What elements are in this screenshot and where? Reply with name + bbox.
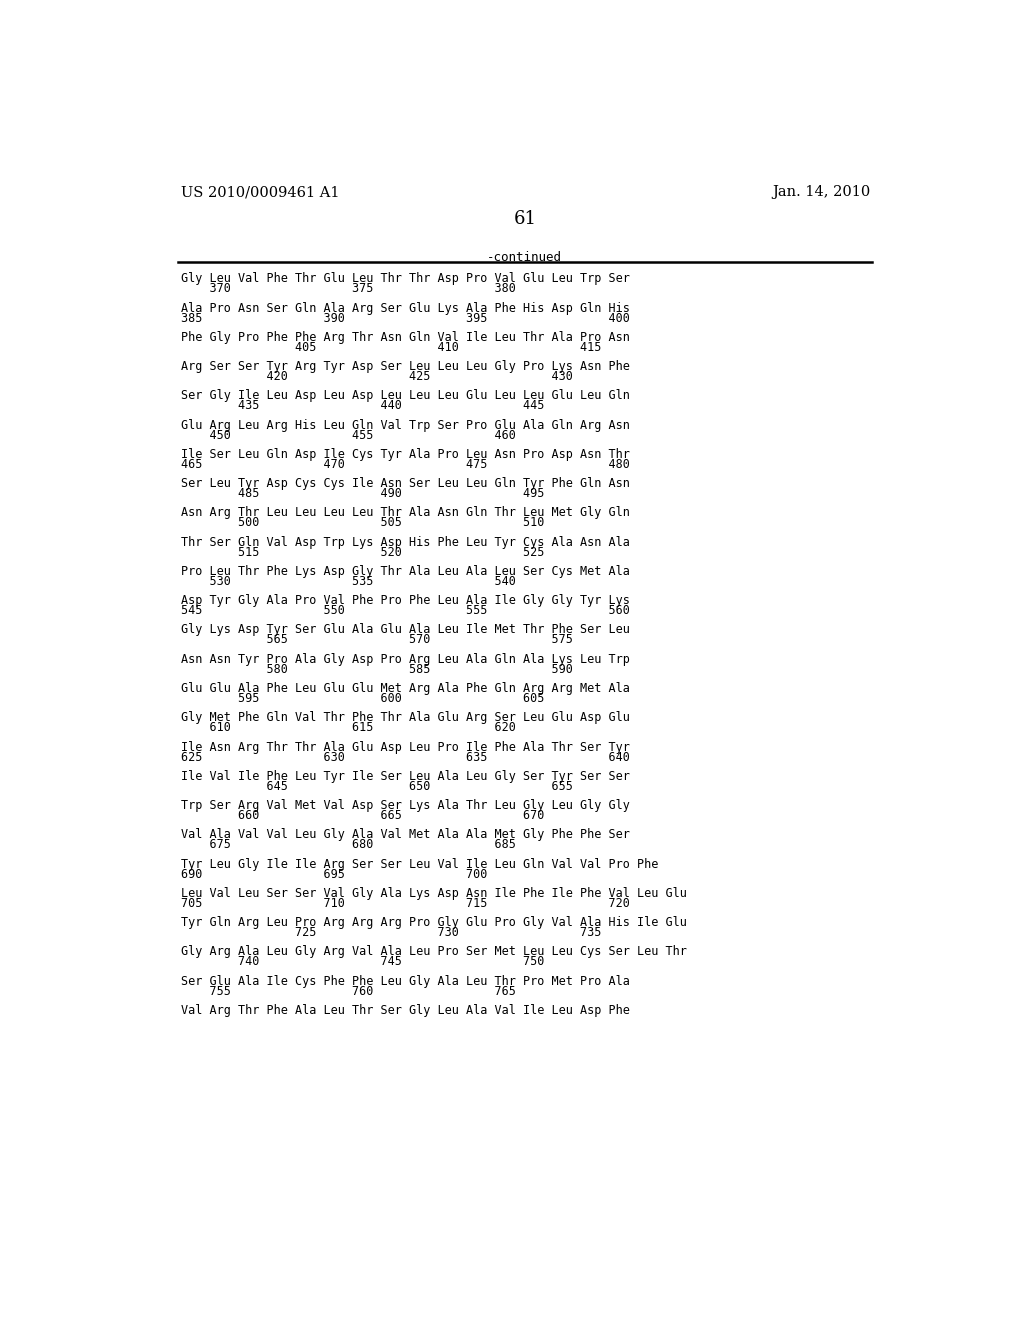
Text: 660                 665                 670: 660 665 670 [180, 809, 544, 822]
Text: Ile Ser Leu Gln Asp Ile Cys Tyr Ala Pro Leu Asn Pro Asp Asn Thr: Ile Ser Leu Gln Asp Ile Cys Tyr Ala Pro … [180, 447, 630, 461]
Text: Tyr Leu Gly Ile Ile Arg Ser Ser Leu Val Ile Leu Gln Val Val Pro Phe: Tyr Leu Gly Ile Ile Arg Ser Ser Leu Val … [180, 858, 658, 871]
Text: Gly Met Phe Gln Val Thr Phe Thr Ala Glu Arg Ser Leu Glu Asp Glu: Gly Met Phe Gln Val Thr Phe Thr Ala Glu … [180, 711, 630, 725]
Text: Jan. 14, 2010: Jan. 14, 2010 [772, 185, 870, 199]
Text: 405                 410                 415: 405 410 415 [180, 341, 601, 354]
Text: 595                 600                 605: 595 600 605 [180, 692, 544, 705]
Text: 435                 440                 445: 435 440 445 [180, 400, 544, 412]
Text: Asn Arg Thr Leu Leu Leu Leu Thr Ala Asn Gln Thr Leu Met Gly Gln: Asn Arg Thr Leu Leu Leu Leu Thr Ala Asn … [180, 507, 630, 520]
Text: 625                 630                 635                 640: 625 630 635 640 [180, 751, 630, 763]
Text: 500                 505                 510: 500 505 510 [180, 516, 544, 529]
Text: Ala Pro Asn Ser Gln Ala Arg Ser Glu Lys Ala Phe His Asp Gln His: Ala Pro Asn Ser Gln Ala Arg Ser Glu Lys … [180, 302, 630, 314]
Text: US 2010/0009461 A1: US 2010/0009461 A1 [180, 185, 339, 199]
Text: 740                 745                 750: 740 745 750 [180, 956, 544, 969]
Text: 420                 425                 430: 420 425 430 [180, 370, 572, 383]
Text: 645                 650                 655: 645 650 655 [180, 780, 572, 793]
Text: Ile Val Ile Phe Leu Tyr Ile Ser Leu Ala Leu Gly Ser Tyr Ser Ser: Ile Val Ile Phe Leu Tyr Ile Ser Leu Ala … [180, 770, 630, 783]
Text: Ser Leu Tyr Asp Cys Cys Ile Asn Ser Leu Leu Gln Tyr Phe Gln Asn: Ser Leu Tyr Asp Cys Cys Ile Asn Ser Leu … [180, 478, 630, 490]
Text: Glu Glu Ala Phe Leu Glu Glu Met Arg Ala Phe Gln Arg Arg Met Ala: Glu Glu Ala Phe Leu Glu Glu Met Arg Ala … [180, 682, 630, 696]
Text: 580                 585                 590: 580 585 590 [180, 663, 572, 676]
Text: 725                 730                 735: 725 730 735 [180, 927, 601, 939]
Text: Asn Asn Tyr Pro Ala Gly Asp Pro Arg Leu Ala Gln Ala Lys Leu Trp: Asn Asn Tyr Pro Ala Gly Asp Pro Arg Leu … [180, 653, 630, 665]
Text: Glu Arg Leu Arg His Leu Gln Val Trp Ser Pro Glu Ala Gln Arg Asn: Glu Arg Leu Arg His Leu Gln Val Trp Ser … [180, 418, 630, 432]
Text: 385                 390                 395                 400: 385 390 395 400 [180, 312, 630, 325]
Text: Thr Ser Gln Val Asp Trp Lys Asp His Phe Leu Tyr Cys Ala Asn Ala: Thr Ser Gln Val Asp Trp Lys Asp His Phe … [180, 536, 630, 549]
Text: 690                 695                 700: 690 695 700 [180, 867, 487, 880]
Text: 485                 490                 495: 485 490 495 [180, 487, 544, 500]
Text: Ile Asn Arg Thr Thr Ala Glu Asp Leu Pro Ile Phe Ala Thr Ser Tyr: Ile Asn Arg Thr Thr Ala Glu Asp Leu Pro … [180, 741, 630, 754]
Text: 675                 680                 685: 675 680 685 [180, 838, 515, 851]
Text: 370                 375                 380: 370 375 380 [180, 282, 515, 296]
Text: 755                 760                 765: 755 760 765 [180, 985, 515, 998]
Text: Asp Tyr Gly Ala Pro Val Phe Pro Phe Leu Ala Ile Gly Gly Tyr Lys: Asp Tyr Gly Ala Pro Val Phe Pro Phe Leu … [180, 594, 630, 607]
Text: 465                 470                 475                 480: 465 470 475 480 [180, 458, 630, 471]
Text: Ser Glu Ala Ile Cys Phe Phe Leu Gly Ala Leu Thr Pro Met Pro Ala: Ser Glu Ala Ile Cys Phe Phe Leu Gly Ala … [180, 974, 630, 987]
Text: Arg Ser Ser Tyr Arg Tyr Asp Ser Leu Leu Leu Gly Pro Lys Asn Phe: Arg Ser Ser Tyr Arg Tyr Asp Ser Leu Leu … [180, 360, 630, 374]
Text: 450                 455                 460: 450 455 460 [180, 429, 515, 442]
Text: Gly Arg Ala Leu Gly Arg Val Ala Leu Pro Ser Met Leu Leu Cys Ser Leu Thr: Gly Arg Ala Leu Gly Arg Val Ala Leu Pro … [180, 945, 686, 958]
Text: 610                 615                 620: 610 615 620 [180, 721, 515, 734]
Text: Phe Gly Pro Phe Phe Arg Thr Asn Gln Val Ile Leu Thr Ala Pro Asn: Phe Gly Pro Phe Phe Arg Thr Asn Gln Val … [180, 331, 630, 345]
Text: Val Arg Thr Phe Ala Leu Thr Ser Gly Leu Ala Val Ile Leu Asp Phe: Val Arg Thr Phe Ala Leu Thr Ser Gly Leu … [180, 1003, 630, 1016]
Text: Tyr Gln Arg Leu Pro Arg Arg Arg Pro Gly Glu Pro Gly Val Ala His Ile Glu: Tyr Gln Arg Leu Pro Arg Arg Arg Pro Gly … [180, 916, 686, 929]
Text: Pro Leu Thr Phe Lys Asp Gly Thr Ala Leu Ala Leu Ser Cys Met Ala: Pro Leu Thr Phe Lys Asp Gly Thr Ala Leu … [180, 565, 630, 578]
Text: Gly Leu Val Phe Thr Glu Leu Thr Thr Asp Pro Val Glu Leu Trp Ser: Gly Leu Val Phe Thr Glu Leu Thr Thr Asp … [180, 272, 630, 285]
Text: 61: 61 [513, 210, 537, 228]
Text: 545                 550                 555                 560: 545 550 555 560 [180, 605, 630, 618]
Text: Leu Val Leu Ser Ser Val Gly Ala Lys Asp Asn Ile Phe Ile Phe Val Leu Glu: Leu Val Leu Ser Ser Val Gly Ala Lys Asp … [180, 887, 686, 900]
Text: Val Ala Val Val Leu Gly Ala Val Met Ala Ala Met Gly Phe Phe Ser: Val Ala Val Val Leu Gly Ala Val Met Ala … [180, 829, 630, 841]
Text: 705                 710                 715                 720: 705 710 715 720 [180, 896, 630, 909]
Text: Ser Gly Ile Leu Asp Leu Asp Leu Leu Leu Glu Leu Leu Glu Leu Gln: Ser Gly Ile Leu Asp Leu Asp Leu Leu Leu … [180, 389, 630, 403]
Text: 515                 520                 525: 515 520 525 [180, 545, 544, 558]
Text: 565                 570                 575: 565 570 575 [180, 634, 572, 647]
Text: Gly Lys Asp Tyr Ser Glu Ala Glu Ala Leu Ile Met Thr Phe Ser Leu: Gly Lys Asp Tyr Ser Glu Ala Glu Ala Leu … [180, 623, 630, 636]
Text: Trp Ser Arg Val Met Val Asp Ser Lys Ala Thr Leu Gly Leu Gly Gly: Trp Ser Arg Val Met Val Asp Ser Lys Ala … [180, 799, 630, 812]
Text: 530                 535                 540: 530 535 540 [180, 576, 515, 587]
Text: -continued: -continued [487, 251, 562, 264]
